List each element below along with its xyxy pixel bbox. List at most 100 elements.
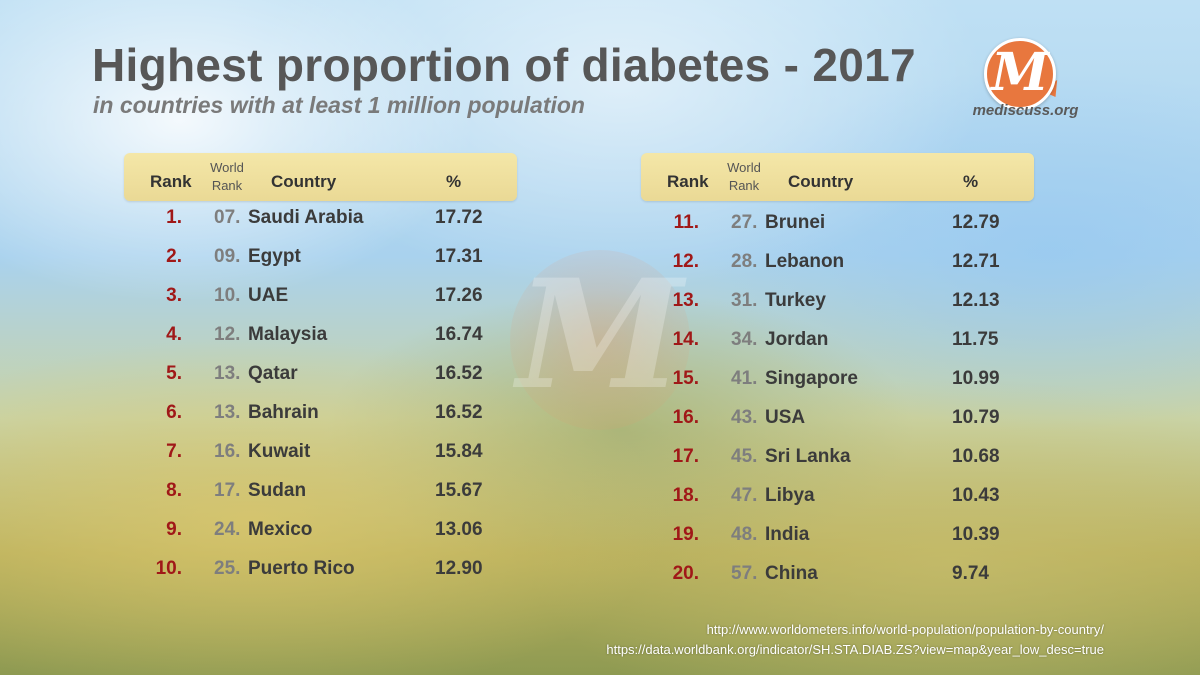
rank-cell: 7.: [166, 441, 182, 462]
header-world-rank: World Rank: [721, 159, 767, 195]
percent-cell: 10.68: [952, 446, 1000, 467]
header-country: Country: [271, 172, 337, 191]
percent-cell: 12.71: [952, 251, 1000, 272]
country-cell: Saudi Arabia: [248, 207, 364, 228]
table-row: 16. 43. USA 10.79: [641, 407, 1034, 446]
table-right: Rank World Rank Country % 11. 27. Brunei 12…: [641, 153, 1034, 602]
world-rank-cell: 57.: [731, 563, 758, 584]
country-cell: Sudan: [248, 480, 307, 501]
header-world-line2: Rank: [728, 178, 760, 193]
percent-cell: 13.06: [435, 519, 483, 540]
country-cell: Egypt: [248, 246, 301, 267]
world-rank-cell: 12.: [214, 324, 241, 345]
world-rank-cell: 24.: [214, 519, 241, 540]
table-row: 20. 57. China 9.74: [641, 563, 1034, 602]
header-world-line1: World: [727, 160, 761, 175]
rank-cell: 4.: [166, 324, 182, 345]
percent-cell: 17.26: [435, 285, 483, 306]
percent-cell: 12.13: [952, 290, 1000, 311]
world-rank-cell: 10.: [214, 285, 241, 306]
percent-cell: 15.67: [435, 480, 483, 501]
table-header: Rank World Rank Country %: [641, 153, 1034, 201]
rank-cell: 10.: [155, 558, 182, 579]
world-rank-cell: 16.: [214, 441, 241, 462]
percent-cell: 16.74: [435, 324, 483, 345]
header-rank: Rank: [667, 172, 709, 191]
percent-cell: 17.31: [435, 246, 483, 267]
rank-cell: 9.: [166, 519, 182, 540]
table-row: 14. 34. Jordan 11.75: [641, 329, 1034, 368]
page-subtitle: in countries with at least 1 million pop…: [93, 92, 585, 118]
country-cell: Jordan: [765, 329, 829, 350]
country-cell: Mexico: [248, 519, 313, 540]
table-row: 3. 10. UAE 17.26: [124, 285, 517, 324]
world-rank-cell: 09.: [214, 246, 241, 267]
table-header: Rank World Rank Country %: [124, 153, 517, 201]
rank-cell: 1.: [166, 207, 182, 228]
world-rank-cell: 13.: [214, 363, 241, 384]
country-cell: India: [765, 524, 810, 545]
table-row: 4. 12. Malaysia 16.74: [124, 324, 517, 363]
table-rows: 1. 07. Saudi Arabia 17.72 2. 09. Egypt 17.31 3. 1…: [124, 207, 517, 597]
percent-cell: 10.79: [952, 407, 1000, 428]
country-cell: Brunei: [765, 212, 826, 233]
watermark-logo: M: [510, 250, 690, 430]
country-cell: China: [765, 563, 818, 584]
percent-cell: 17.72: [435, 207, 483, 228]
percent-cell: 12.90: [435, 558, 483, 579]
rank-cell: 3.: [166, 285, 182, 306]
world-rank-cell: 07.: [214, 207, 241, 228]
country-cell: UAE: [248, 285, 289, 306]
rank-cell: 5.: [166, 363, 182, 384]
rank-cell: 13.: [672, 290, 699, 311]
table-row: 5. 13. Qatar 16.52: [124, 363, 517, 402]
country-cell: Sri Lanka: [765, 446, 851, 467]
rank-cell: 6.: [166, 402, 182, 423]
sources: http://www.worldometers.info/world-popul…: [606, 620, 1104, 660]
percent-cell: 10.99: [952, 368, 1000, 389]
percent-cell: 9.74: [952, 563, 989, 584]
country-cell: Qatar: [248, 363, 298, 384]
world-rank-cell: 27.: [731, 212, 758, 233]
percent-cell: 10.43: [952, 485, 1000, 506]
country-cell: Libya: [765, 485, 815, 506]
table-row: 13. 31. Turkey 12.13: [641, 290, 1034, 329]
country-cell: USA: [765, 407, 806, 428]
rank-cell: 15.: [672, 368, 699, 389]
country-cell: Malaysia: [248, 324, 328, 345]
table-row: 7. 16. Kuwait 15.84: [124, 441, 517, 480]
world-rank-cell: 43.: [731, 407, 758, 428]
header-country: Country: [788, 172, 854, 191]
world-rank-cell: 28.: [731, 251, 758, 272]
rank-cell: 16.: [672, 407, 699, 428]
source-link[interactable]: http://www.worldometers.info/world-popul…: [706, 622, 1104, 637]
table-row: 6. 13. Bahrain 16.52: [124, 402, 517, 441]
header-rank: Rank: [150, 172, 192, 191]
percent-cell: 10.39: [952, 524, 1000, 545]
country-cell: Lebanon: [765, 251, 845, 272]
logo-text: mediscuss.org: [972, 102, 1079, 119]
percent-cell: 12.79: [952, 212, 1000, 233]
rank-cell: 19.: [672, 524, 699, 545]
mediscuss-logo: M mediscuss.org: [968, 34, 1083, 124]
table-row: 17. 45. Sri Lanka 10.68: [641, 446, 1034, 485]
table-row: 8. 17. Sudan 15.67: [124, 480, 517, 519]
rank-cell: 11.: [673, 212, 699, 233]
header-world-line2: Rank: [211, 178, 243, 193]
table-row: 2. 09. Egypt 17.31: [124, 246, 517, 285]
table-row: 18. 47. Libya 10.43: [641, 485, 1034, 524]
table-row: 9. 24. Mexico 13.06: [124, 519, 517, 558]
world-rank-cell: 41.: [731, 368, 758, 389]
country-cell: Kuwait: [248, 441, 311, 462]
header-percent: %: [963, 172, 979, 191]
table-row: 19. 48. India 10.39: [641, 524, 1034, 563]
table-row: 10. 25. Puerto Rico 12.90: [124, 558, 517, 597]
page-title: Highest proportion of diabetes - 2017: [92, 39, 916, 91]
source-link[interactable]: https://data.worldbank.org/indicator/SH.…: [606, 642, 1104, 657]
world-rank-cell: 17.: [214, 480, 241, 501]
percent-cell: 16.52: [435, 402, 483, 423]
table-rows: 11. 27. Brunei 12.79 12. 28. Lebanon 12.71 13. 31…: [641, 212, 1034, 602]
country-cell: Turkey: [765, 290, 826, 311]
rank-cell: 18.: [672, 485, 699, 506]
country-cell: Puerto Rico: [248, 558, 355, 579]
